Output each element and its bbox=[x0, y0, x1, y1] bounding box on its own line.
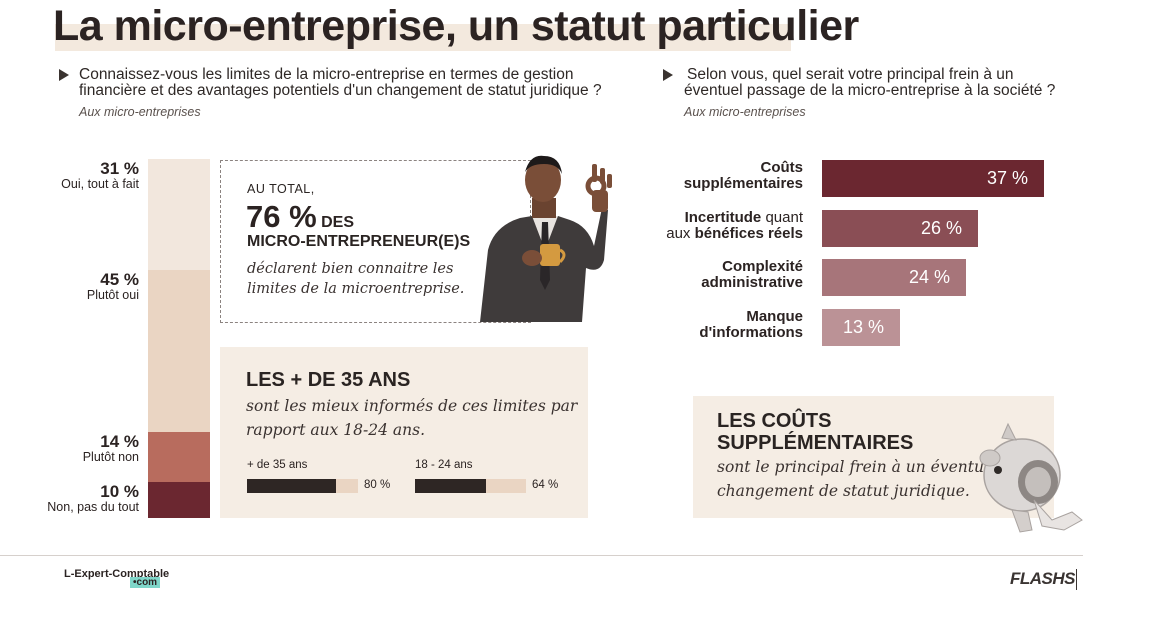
frein-bar-label: Complexité administrative bbox=[603, 259, 803, 291]
frein-bar-label-bold: bénéfices réels bbox=[694, 225, 803, 242]
callout-costs-heading: LES COÛTS SUPPLÉMENTAIRES bbox=[717, 410, 913, 454]
left-question-sub: Aux micro-entreprises bbox=[79, 105, 201, 119]
frein-bar-label-bold: administrative bbox=[701, 274, 803, 291]
frein-bar-label-regular: quant bbox=[761, 209, 803, 226]
frein-bar-label-line1: Coûts bbox=[603, 159, 804, 176]
page-title: La micro-entreprise, un statut particuli… bbox=[53, 2, 859, 50]
frein-bar-value: 26 % bbox=[920, 218, 962, 238]
age-bar-value: 80 % bbox=[364, 479, 391, 491]
frein-bar-label-line1: Incertitude quant bbox=[603, 210, 803, 226]
frein-bar-label-bold: Coûts bbox=[760, 159, 804, 176]
callout-age-line1: sont les mieux informés de ces limites p… bbox=[246, 397, 578, 415]
right-question-line1: Selon vous, quel serait votre principal … bbox=[687, 66, 1014, 83]
callout-costs-heading2: SUPPLÉMENTAIRES bbox=[717, 432, 914, 454]
stacked-bar-value: 10 % bbox=[100, 482, 139, 501]
frein-bar-label-bold: Complexité bbox=[722, 258, 803, 275]
stacked-bar-value: 31 % bbox=[100, 159, 139, 178]
title-highlight bbox=[55, 24, 791, 51]
stacked-bar-category: Non, pas du tout bbox=[47, 500, 139, 514]
stacked-bar-segment bbox=[148, 159, 210, 270]
age-bar-category: 18 - 24 ans bbox=[415, 459, 473, 471]
right-question-line2: éventuel passage de la micro-entreprise … bbox=[684, 82, 1056, 99]
footer-flashs-logo: FLASHS bbox=[1010, 569, 1076, 588]
frein-bar-label: Coûts supplémentaires bbox=[603, 160, 803, 192]
stacked-bar-segment bbox=[148, 482, 210, 518]
stacked-bar-value: 14 % bbox=[100, 432, 139, 451]
callout-costs-line1: sont le principal frein à un éventuel bbox=[717, 458, 999, 476]
frein-bar-label-line2: d'informations bbox=[603, 325, 803, 341]
frein-bar-value: 13 % bbox=[842, 317, 884, 337]
stacked-bar-category: Oui, tout à fait bbox=[61, 177, 139, 191]
stacked-bar-segment bbox=[148, 270, 210, 432]
footer-brand: L-Expert-Comptable •com bbox=[64, 568, 169, 588]
frein-bar-label-bold: Manque bbox=[746, 308, 803, 325]
frein-bar-value: 37 % bbox=[986, 168, 1028, 188]
callout-costs-heading1: LES COÛTS bbox=[717, 410, 832, 432]
frein-bar-label-line1: Manque bbox=[603, 309, 803, 325]
callout-age-line2: rapport aux 18-24 ans. bbox=[246, 421, 425, 439]
left-question-line2: financière et des avantages potentiels d… bbox=[79, 82, 602, 99]
callout-total-headline: 76 % DES bbox=[246, 199, 354, 235]
age-bar-category: + de 35 ans bbox=[247, 459, 308, 471]
frein-bar-label-bold: supplémentaires bbox=[683, 175, 803, 192]
age-bar-value: 64 % bbox=[532, 479, 559, 491]
frein-bar-label: Incertitude quant aux bénéfices réels bbox=[603, 210, 803, 242]
age-bar-fill bbox=[247, 479, 336, 493]
stacked-bar-category: Plutôt non bbox=[82, 450, 139, 464]
callout-total-kicker: AU TOTAL, bbox=[247, 182, 315, 196]
callout-total-des: DES bbox=[321, 214, 355, 231]
stacked-bar-segment bbox=[148, 432, 210, 482]
frein-bar-label-line2: administrative bbox=[603, 275, 803, 291]
play-arrow-icon bbox=[663, 69, 673, 81]
footer-brand-suffix: •com bbox=[130, 577, 161, 588]
stacked-bar-chart bbox=[148, 159, 210, 518]
piggy-bank-illustration bbox=[979, 422, 1083, 533]
frein-bar-label: Manque d'informations bbox=[603, 309, 803, 341]
left-question: Connaissez-vous les limites de la micro-… bbox=[79, 67, 639, 99]
businessman-illustration bbox=[480, 155, 612, 322]
frein-bar bbox=[822, 160, 1044, 197]
stacked-bar-category: Plutôt oui bbox=[86, 288, 139, 302]
frein-bar-value: 24 % bbox=[908, 267, 950, 287]
frein-bar-label-bold: d'informations bbox=[699, 324, 803, 341]
frein-bar bbox=[822, 210, 978, 247]
frein-bar-label-bold: Incertitude bbox=[684, 209, 762, 226]
frein-bar-label-line1: Complexité bbox=[603, 259, 803, 275]
footer-logo-divider bbox=[1076, 569, 1077, 590]
callout-total-text: déclarent bien connaitre les limites de … bbox=[247, 259, 464, 299]
right-question: Selon vous, quel serait votre principal … bbox=[684, 67, 1104, 99]
footer-divider bbox=[0, 555, 1083, 556]
callout-costs-text: sont le principal frein à un éventuel ch… bbox=[717, 455, 998, 503]
callout-age-text: sont les mieux informés de ces limites p… bbox=[246, 394, 577, 442]
left-question-line1: Connaissez-vous les limites de la micro-… bbox=[79, 66, 574, 83]
callout-costs-line2: changement de statut juridique. bbox=[717, 482, 970, 500]
frein-bar-label-regular: aux bbox=[666, 225, 695, 242]
callout-age-heading: LES + DE 35 ANS bbox=[246, 369, 411, 391]
frein-bar bbox=[822, 259, 966, 296]
right-question-sub: Aux micro-entreprises bbox=[684, 105, 806, 119]
callout-total-box: AU TOTAL, 76 % DES MICRO-ENTREPRENEUR(E)… bbox=[220, 160, 531, 323]
callout-total-big: 76 % bbox=[246, 199, 317, 234]
frein-bar-label-line2: aux bénéfices réels bbox=[603, 226, 803, 242]
frein-bar-label-line2: supplémentaires bbox=[603, 176, 803, 192]
frein-bar bbox=[822, 309, 900, 346]
play-arrow-icon bbox=[59, 69, 69, 81]
stacked-bar-value: 45 % bbox=[100, 270, 139, 289]
callout-total-who: MICRO-ENTREPRENEUR(E)S bbox=[247, 233, 471, 250]
callout-total-line1: déclarent bien connaitre les bbox=[247, 261, 454, 277]
age-bar-fill bbox=[415, 479, 486, 493]
callout-total-line2: limites de la microentreprise. bbox=[247, 281, 465, 297]
